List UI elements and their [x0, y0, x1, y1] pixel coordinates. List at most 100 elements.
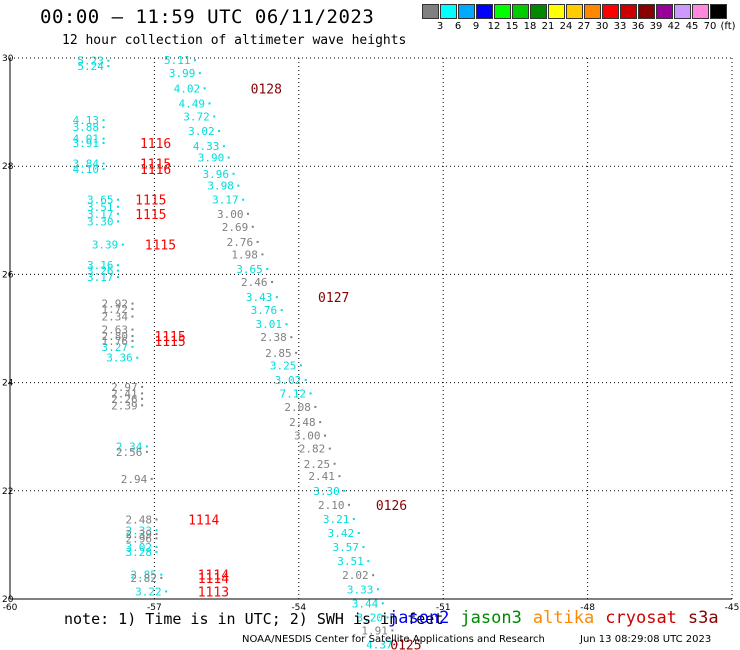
track-point: [107, 65, 110, 68]
track-point: [102, 126, 105, 129]
track-point: [386, 616, 389, 619]
x-tick-label: -51: [436, 603, 451, 613]
track-point: [155, 537, 158, 540]
wave-height-label: 2.41: [111, 387, 138, 400]
wave-height-label: 3.88: [73, 121, 100, 134]
y-tick-label: 28: [2, 162, 14, 172]
wave-height-label: 4.37: [366, 638, 393, 650]
wave-height-label: 3.72: [183, 110, 210, 123]
legend-swatch: [548, 4, 565, 19]
track-point: [107, 59, 110, 62]
track-point: [367, 560, 370, 563]
track-point: [117, 205, 120, 208]
satellite-jason3: jason3: [460, 608, 522, 628]
legend-label: 70: [703, 21, 717, 32]
track-point: [343, 489, 346, 492]
wave-height-label: 2.26: [111, 393, 138, 406]
track-point: [256, 240, 259, 243]
track-point: [131, 339, 134, 342]
legend-label: 33: [613, 21, 627, 32]
track-point: [309, 392, 312, 395]
wave-height-label: 3.16: [87, 259, 114, 272]
pass-time-label: 1115: [145, 239, 176, 254]
satellite-altika: altika: [532, 608, 595, 628]
wave-height-label: 2.96: [126, 532, 152, 545]
wave-height-label: 2.63: [101, 324, 128, 337]
wave-height-label: 4.33: [193, 140, 220, 153]
wave-height-label: 3.22: [135, 585, 162, 598]
wave-height-label: 3.25: [270, 359, 297, 372]
pass-time-label: 1115: [154, 335, 185, 350]
track-point: [155, 546, 158, 549]
legend-swatch: [674, 4, 691, 19]
wave-height-label: 2.48: [289, 416, 316, 429]
track-point: [266, 267, 269, 270]
wave-height-label: 2.76: [227, 236, 254, 249]
wave-height-label: 3.51: [87, 201, 114, 214]
track-point: [155, 533, 158, 536]
legend-swatch: [458, 4, 475, 19]
wave-height-label: 3.30: [313, 485, 340, 498]
track-point: [372, 574, 375, 577]
wave-height-label: 3.17: [87, 208, 114, 221]
pass-time-label: 0128: [251, 82, 282, 97]
track-point: [121, 243, 124, 246]
track-point: [357, 531, 360, 534]
track-point: [271, 280, 274, 283]
track-point: [145, 445, 148, 448]
track-point: [102, 119, 105, 122]
pass-time-label: 0127: [318, 291, 349, 306]
pass-time-label: 1115: [135, 194, 166, 209]
wave-height-label: 2.94: [121, 473, 148, 486]
pass-time-label: 1114: [198, 572, 229, 587]
x-tick-label: -60: [3, 603, 18, 613]
wave-height-label: 4.02: [174, 82, 201, 95]
track-point: [251, 225, 254, 228]
x-tick-label: -45: [725, 603, 740, 613]
wave-height-label: 4.13: [73, 114, 100, 127]
wave-height-label: 2.82: [130, 572, 157, 585]
wave-height-label: 4.10: [73, 163, 100, 176]
wave-height-label: 5.23: [77, 55, 104, 68]
pass-time-label: 1113: [198, 585, 229, 600]
wave-height-label: 3.65: [236, 263, 263, 276]
track-point: [131, 328, 134, 331]
legend-label: 6: [454, 21, 462, 32]
legend-label: 9: [472, 21, 480, 32]
track-point: [141, 392, 144, 395]
wave-height-label: 2.34: [101, 311, 128, 324]
footer-note: note: 1) Time is in UTC; 2) SWH is in fe…: [64, 610, 444, 628]
wave-height-label: 3.00: [217, 208, 244, 221]
track-point: [261, 253, 264, 256]
track-point: [117, 276, 120, 279]
track-point: [102, 162, 105, 165]
track-point: [237, 184, 240, 187]
track-point: [102, 137, 105, 140]
legend-swatch: [602, 4, 619, 19]
wave-height-label: 3.43: [246, 291, 273, 304]
wave-height-label: 3.36: [106, 352, 132, 365]
track-point: [323, 434, 326, 437]
wave-height-label: 2.80: [101, 330, 128, 343]
wave-height-label: 4.01: [73, 133, 100, 146]
track-point: [304, 378, 307, 381]
pass-time-label: 1116: [140, 137, 171, 152]
track-point: [242, 198, 245, 201]
track-point: [295, 351, 298, 354]
track-point: [141, 385, 144, 388]
legend-swatch: [638, 4, 655, 19]
track-point: [232, 172, 235, 175]
track-point: [102, 167, 105, 170]
timestamp-text: Jun 13 08:29:08 UTC 2023: [580, 634, 712, 645]
legend-swatch: [656, 4, 673, 19]
wave-height-label: 1.98: [231, 248, 258, 261]
wave-height-label: 5.24: [77, 60, 104, 73]
legend-label: 3: [436, 21, 444, 32]
track-point: [131, 308, 134, 311]
wave-height-label: 2.38: [260, 331, 287, 344]
y-tick-label: 22: [2, 487, 13, 497]
track-point: [203, 87, 206, 90]
pass-time-label: 1114: [188, 513, 219, 528]
track-point: [117, 212, 120, 215]
track-point: [141, 397, 144, 400]
